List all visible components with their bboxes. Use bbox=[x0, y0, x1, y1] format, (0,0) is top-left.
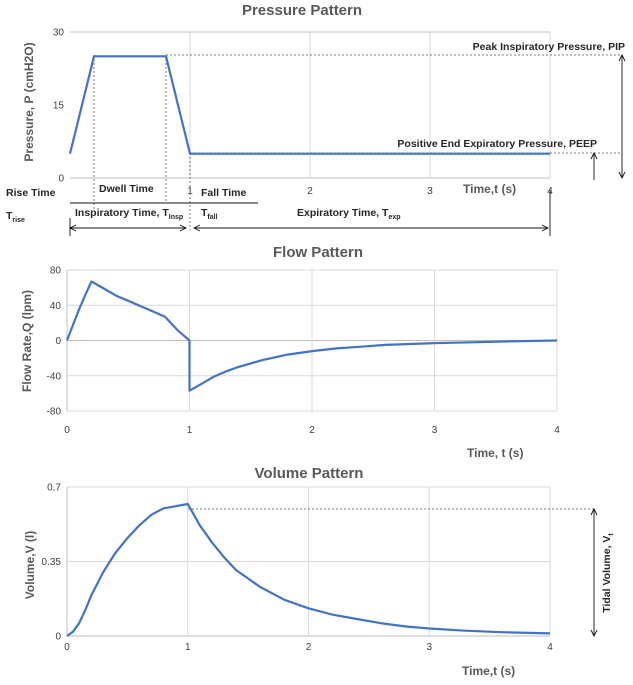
rise-time-symbol: Trise bbox=[6, 210, 25, 224]
pressure-ylabel: Pressure, P (cmH2O) bbox=[22, 42, 36, 161]
pressure-y-tick-label: 30 bbox=[53, 28, 65, 39]
flow-x-tick-label: 4 bbox=[554, 425, 560, 436]
pressure-x-tick-label: 1 bbox=[187, 186, 193, 197]
dwell-time-label: Dwell Time bbox=[99, 183, 154, 195]
flow-x-tick-label: 2 bbox=[309, 425, 315, 436]
pressure-title: Pressure Pattern bbox=[242, 2, 362, 19]
pip-label: Peak Inspiratory Pressure, PIP bbox=[473, 41, 625, 53]
volume-y-tick-label: 0 bbox=[55, 632, 61, 643]
flow-grid bbox=[66, 269, 558, 412]
flow-y-tick-label: 40 bbox=[50, 301, 62, 312]
flow-x-tick-label: 0 bbox=[64, 425, 70, 436]
pressure-annotations: Peak Inspiratory Pressure, PIP Positive … bbox=[6, 41, 625, 224]
flow-x-tick-label: 1 bbox=[187, 425, 193, 436]
fall-time-label: Fall Time bbox=[201, 187, 246, 199]
flow-y-tick-label: 80 bbox=[50, 266, 62, 277]
flow-y-tick-label: -80 bbox=[47, 407, 62, 418]
pressure-x-tick-label: 2 bbox=[307, 186, 313, 197]
volume-series-line bbox=[66, 502, 551, 637]
rise-time-label: Rise Time bbox=[6, 187, 56, 199]
pressure-series-line bbox=[68, 55, 550, 155]
volume-x-tick-label: 3 bbox=[426, 642, 432, 653]
volume-x-tick-label: 0 bbox=[64, 642, 70, 653]
pressure-chart: Pressure Pattern Pressure, P (cmH2O) Tim… bbox=[6, 2, 626, 236]
pressure-y-tick-label: 15 bbox=[53, 101, 65, 112]
expiratory-time-label: Expiratory Time, Texp bbox=[297, 207, 400, 221]
inspiratory-time-label: Inspiratory Time, TInsp bbox=[75, 207, 183, 221]
volume-chart: Volume Pattern Volume,V (l) Time,t (s) 0… bbox=[23, 465, 615, 678]
flow-x-tick-label: 3 bbox=[432, 425, 438, 436]
volume-ticks: 0 0.35 0.7 0 1 2 3 4 bbox=[42, 483, 554, 654]
flow-xlabel: Time, t (s) bbox=[467, 446, 523, 460]
tidal-volume-label: Tidal Volume, Vt bbox=[601, 533, 615, 613]
flow-ylabel: Flow Rate,Q (lpm) bbox=[20, 290, 34, 392]
flow-y-tick-label: 0 bbox=[55, 336, 61, 347]
volume-x-tick-label: 1 bbox=[185, 642, 191, 653]
flow-title: Flow Pattern bbox=[273, 244, 363, 261]
volume-y-tick-label: 0.35 bbox=[42, 557, 62, 568]
flow-series-line bbox=[65, 280, 558, 392]
volume-annotation-lines bbox=[188, 507, 598, 638]
flow-ticks: -80 -40 0 40 80 0 1 2 3 4 bbox=[47, 266, 561, 437]
volume-xlabel: Time,t (s) bbox=[462, 664, 515, 678]
peep-label: Positive End Expiratory Pressure, PEEP bbox=[397, 138, 597, 150]
volume-x-tick-label: 2 bbox=[306, 642, 312, 653]
pressure-axes bbox=[70, 31, 551, 179]
volume-ylabel: Volume,V (l) bbox=[23, 531, 37, 599]
flow-chart: Flow Pattern Flow Rate,Q (lpm) Time, t (… bbox=[20, 244, 560, 460]
volume-title: Volume Pattern bbox=[255, 465, 364, 482]
pressure-xlabel: Time,t (s) bbox=[463, 182, 516, 196]
flow-y-tick-label: -40 bbox=[47, 371, 62, 382]
volume-x-tick-label: 4 bbox=[547, 642, 553, 653]
fall-time-symbol: Tfall bbox=[201, 207, 218, 221]
pressure-x-tick-label: 3 bbox=[427, 186, 433, 197]
volume-y-tick-label: 0.7 bbox=[47, 483, 61, 494]
volume-grid bbox=[66, 486, 551, 637]
pressure-y-tick-label: 0 bbox=[58, 174, 64, 185]
